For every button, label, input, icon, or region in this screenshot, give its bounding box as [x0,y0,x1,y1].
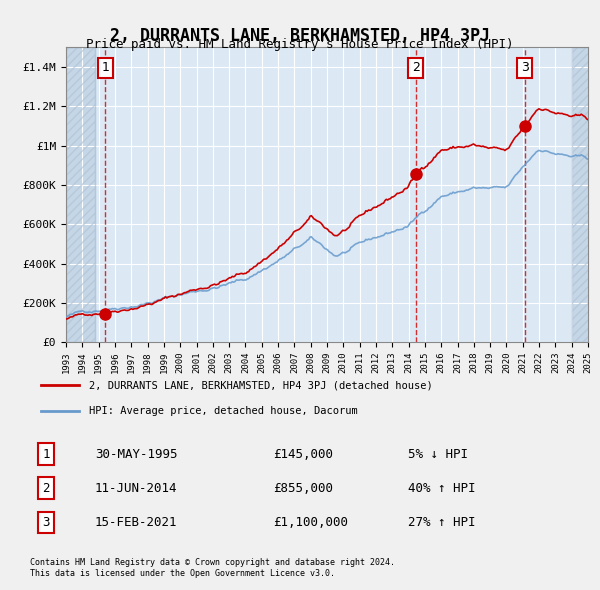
Text: 1: 1 [101,61,109,74]
Text: Price paid vs. HM Land Registry's House Price Index (HPI): Price paid vs. HM Land Registry's House … [86,38,514,51]
Text: Contains HM Land Registry data © Crown copyright and database right 2024.: Contains HM Land Registry data © Crown c… [30,558,395,566]
Text: 2, DURRANTS LANE, BERKHAMSTED, HP4 3PJ: 2, DURRANTS LANE, BERKHAMSTED, HP4 3PJ [110,27,490,45]
Text: This data is licensed under the Open Government Licence v3.0.: This data is licensed under the Open Gov… [30,569,335,578]
Text: 27% ↑ HPI: 27% ↑ HPI [408,516,476,529]
Text: 2, DURRANTS LANE, BERKHAMSTED, HP4 3PJ (detached house): 2, DURRANTS LANE, BERKHAMSTED, HP4 3PJ (… [89,381,433,390]
Text: 15-FEB-2021: 15-FEB-2021 [95,516,178,529]
Text: 2: 2 [43,482,50,495]
Text: £1,100,000: £1,100,000 [273,516,348,529]
Text: 30-MAY-1995: 30-MAY-1995 [95,448,178,461]
Text: 40% ↑ HPI: 40% ↑ HPI [408,482,476,495]
Text: 5% ↓ HPI: 5% ↓ HPI [408,448,468,461]
Text: £855,000: £855,000 [273,482,333,495]
Text: 3: 3 [521,61,529,74]
Text: HPI: Average price, detached house, Dacorum: HPI: Average price, detached house, Daco… [89,407,358,416]
Text: 11-JUN-2014: 11-JUN-2014 [95,482,178,495]
Text: 3: 3 [43,516,50,529]
Text: 1: 1 [43,448,50,461]
Text: 2: 2 [412,61,419,74]
Text: £145,000: £145,000 [273,448,333,461]
